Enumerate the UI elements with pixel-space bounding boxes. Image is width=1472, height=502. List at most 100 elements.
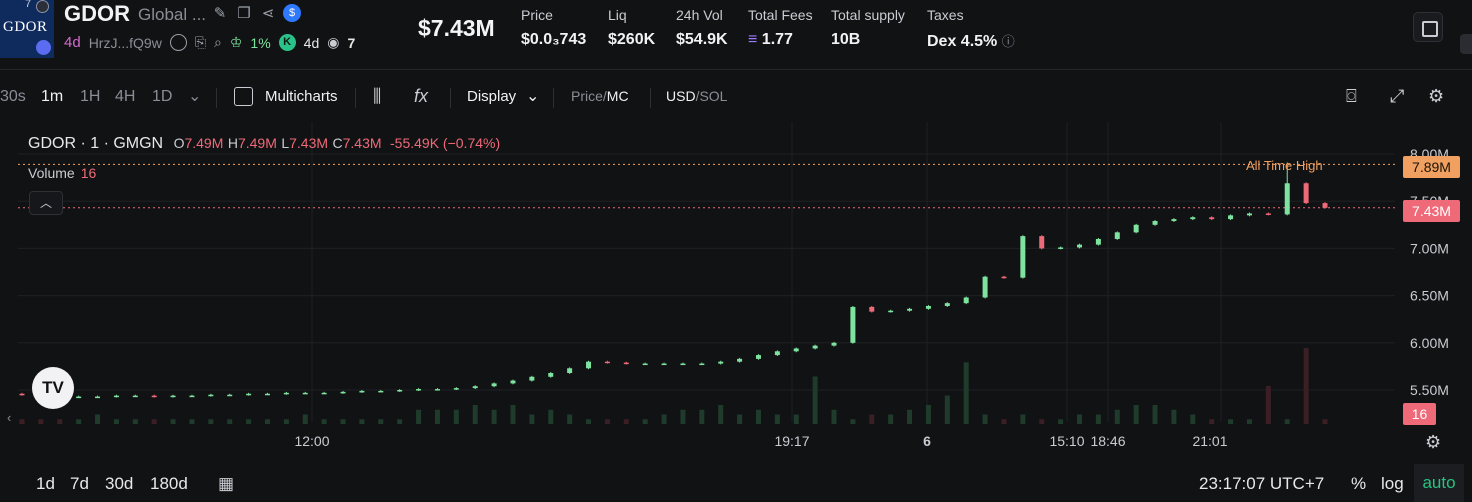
chart-legend: GDOR · 1 · GMGN O7.49M H7.49M L7.43M C7.… [28, 135, 500, 153]
candle-body [699, 363, 705, 366]
candle-body [397, 390, 403, 392]
volume-bar [1152, 405, 1158, 424]
calendar-icon[interactable]: ▦ [218, 474, 235, 493]
volume-bar [95, 414, 101, 424]
multicharts-checkbox[interactable] [234, 87, 253, 106]
logo-text: GDOR [3, 19, 48, 35]
candle-body [453, 388, 459, 390]
price-axis-label: 6.00M [1410, 335, 1449, 351]
candle-body [321, 392, 327, 395]
volume-bar [491, 409, 497, 424]
candle-body [680, 363, 686, 366]
interval-30s[interactable]: 30s [0, 88, 26, 105]
mc-option[interactable]: MC [606, 88, 629, 104]
watcher-count: 7 [347, 34, 356, 51]
range-1d[interactable]: 1d [36, 474, 55, 493]
candle-body [113, 395, 119, 398]
volume-bar [302, 414, 308, 424]
legend-c-label: C [332, 135, 343, 151]
chat-edit-icon[interactable]: ⎘ [194, 34, 207, 50]
toggle-panel-button[interactable] [1413, 12, 1443, 42]
token-logo[interactable]: GDOR 7 [0, 0, 54, 58]
current-price-tag: 7.43M [1403, 200, 1460, 222]
search-icon[interactable]: ⌕ [214, 34, 222, 50]
volume-bar [567, 414, 573, 424]
copy-icon[interactable]: ❐ [237, 5, 251, 22]
token-header: GDOR 7 GDOR Global ... ✎ ❐ ⋖ $ 4d HrzJ..… [0, 0, 1472, 70]
chevron-down-icon[interactable]: ⌄ [526, 88, 540, 105]
axis-settings-icon[interactable]: ⚙ [1425, 432, 1442, 452]
tradingview-logo[interactable]: TV [32, 367, 74, 409]
usd-option[interactable]: USD [666, 88, 696, 104]
collapse-legend-button[interactable]: ︿ [29, 191, 63, 215]
price-option[interactable]: Price [571, 88, 603, 104]
volume-bar [510, 405, 516, 424]
taxes-value: Dex 4.5% [927, 33, 998, 50]
log-toggle[interactable]: log [1381, 474, 1404, 493]
time-axis-label: 15:10 [1049, 433, 1084, 449]
range-7d[interactable]: 7d [70, 474, 89, 493]
stat-price: Price $0.0₃743 [521, 7, 586, 49]
range-180d[interactable]: 180d [150, 474, 188, 493]
display-menu[interactable]: Display [467, 88, 517, 105]
candle-body [19, 393, 25, 396]
settings-gear-icon[interactable]: ⚙ [1428, 86, 1445, 106]
indicators-icon[interactable]: fx [414, 86, 429, 106]
token-address[interactable]: HrzJ...fQ9w [88, 34, 162, 51]
time-axis-label: 12:00 [294, 433, 329, 449]
divider [355, 88, 356, 108]
currency-toggle[interactable]: USD/SOL [666, 88, 728, 104]
utc-clock[interactable]: 23:17:07 UTC+7 [1199, 474, 1325, 493]
volume-bar [529, 414, 535, 424]
candle-body [567, 368, 573, 374]
chevron-down-icon[interactable]: ⌄ [188, 88, 202, 105]
range-30d[interactable]: 30d [105, 474, 134, 493]
percent-toggle[interactable]: % [1351, 474, 1367, 493]
volume-bar [151, 419, 157, 424]
interval-1d[interactable]: 1D [152, 88, 173, 105]
legend-open: 7.49M [184, 135, 224, 151]
volume-bar [378, 419, 384, 424]
copy-ring-icon [36, 0, 49, 13]
k-age: 4d [303, 34, 320, 51]
candle-body [302, 392, 308, 395]
list-icon[interactable] [169, 34, 187, 51]
dollar-badge-icon[interactable]: $ [283, 4, 301, 22]
info-icon[interactable]: ⓘ [1001, 34, 1015, 49]
interval-1m[interactable]: 1m [41, 88, 64, 105]
volume-bar [170, 419, 176, 424]
candle-body [1001, 276, 1007, 279]
interval-4h[interactable]: 4H [115, 88, 136, 105]
fullscreen-icon[interactable]: ⤢ [1390, 86, 1405, 106]
candle-body [491, 383, 497, 387]
camera-icon[interactable]: ⌼ [1346, 86, 1357, 106]
stat-value: $54.9K [676, 31, 728, 48]
edit-icon[interactable]: ✎ [213, 5, 227, 22]
volume-bar [907, 409, 913, 424]
interval-1h[interactable]: 1H [80, 88, 101, 105]
volume-bar [604, 419, 610, 424]
volume-label: Volume [28, 165, 75, 181]
multicharts-label[interactable]: Multicharts [265, 88, 338, 105]
price-toggle[interactable]: Price/MC [571, 88, 629, 104]
sol-option[interactable]: SOL [699, 88, 728, 104]
candle-body [812, 345, 818, 349]
candle-type-icon[interactable]: ⫼ [373, 86, 382, 106]
scroll-left-icon[interactable]: ‹ [7, 410, 12, 425]
candle-body [189, 395, 195, 398]
volume-bar [1020, 414, 1026, 424]
volume-bar [264, 419, 270, 424]
volume-bar [831, 409, 837, 424]
volume-bar [982, 414, 988, 424]
candle-body [642, 363, 648, 366]
auto-scale-toggle[interactable]: auto [1414, 464, 1464, 502]
ath-price-tag: 7.89M [1403, 156, 1460, 178]
share-icon[interactable]: ⋖ [261, 5, 275, 22]
legend-low: 7.43M [289, 135, 329, 151]
candle-body [1095, 238, 1101, 245]
candle-body [1114, 232, 1120, 239]
price-chart[interactable]: 8.00M7.50M7.00M6.50M6.00M5.50M12:0019:17… [0, 122, 1472, 462]
volume-bar [246, 419, 252, 424]
side-expand-button[interactable] [1460, 34, 1472, 54]
candle-body [246, 393, 252, 396]
